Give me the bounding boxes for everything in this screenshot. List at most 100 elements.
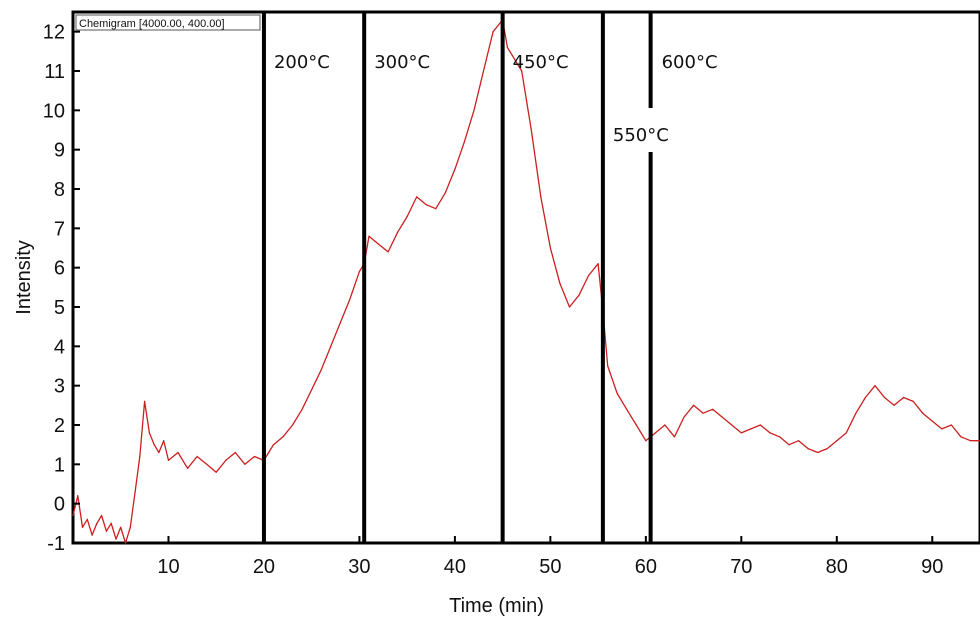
data-point bbox=[163, 440, 165, 442]
y-tick-label: 9 bbox=[54, 140, 65, 162]
data-point bbox=[549, 247, 552, 249]
data-point bbox=[521, 70, 523, 72]
y-tick-label: 5 bbox=[54, 297, 65, 319]
data-point bbox=[492, 31, 494, 33]
data-point bbox=[377, 243, 380, 245]
data-point bbox=[740, 432, 742, 434]
data-point bbox=[196, 455, 198, 458]
data-point bbox=[721, 416, 723, 418]
data-point bbox=[292, 424, 294, 426]
x-tick-label: 60 bbox=[635, 556, 657, 578]
data-point bbox=[855, 412, 857, 414]
data-point bbox=[788, 444, 790, 446]
data-point bbox=[635, 424, 637, 426]
temperature-marker-label: 600°C bbox=[662, 52, 718, 73]
data-point bbox=[72, 514, 74, 517]
data-point bbox=[597, 263, 599, 265]
plot-frame bbox=[71, 10, 980, 545]
data-point bbox=[115, 538, 117, 540]
data-point bbox=[124, 542, 127, 544]
y-tick-label: -1 bbox=[47, 533, 65, 555]
data-point bbox=[425, 204, 427, 206]
x-tick-label: 90 bbox=[921, 556, 943, 578]
data-point bbox=[798, 440, 800, 442]
data-point bbox=[903, 396, 905, 399]
x-tick-label: 30 bbox=[348, 556, 370, 578]
data-point bbox=[616, 392, 618, 395]
data-point bbox=[454, 168, 456, 170]
data-point bbox=[559, 282, 561, 284]
data-point bbox=[215, 471, 217, 473]
data-point bbox=[86, 518, 88, 521]
y-tick-label: 8 bbox=[54, 179, 65, 201]
data-point bbox=[683, 416, 685, 418]
y-tick-label: 6 bbox=[54, 258, 65, 280]
plot-area-border bbox=[71, 10, 980, 545]
data-point bbox=[81, 526, 84, 528]
data-point bbox=[397, 231, 399, 233]
data-point bbox=[206, 463, 208, 465]
data-point bbox=[139, 455, 141, 458]
data-point bbox=[167, 459, 170, 461]
data-point bbox=[588, 274, 590, 277]
data-point bbox=[712, 408, 714, 410]
temperature-marker-label: 300°C bbox=[374, 52, 430, 73]
data-point bbox=[654, 432, 657, 434]
data-point bbox=[702, 412, 704, 414]
data-point bbox=[511, 54, 513, 56]
data-point bbox=[368, 235, 370, 237]
data-point bbox=[148, 432, 150, 434]
data-point bbox=[349, 298, 351, 300]
y-tick-label: 3 bbox=[54, 376, 65, 398]
data-point bbox=[568, 306, 571, 308]
data-point bbox=[807, 448, 809, 450]
intensity-series-line bbox=[72, 19, 980, 544]
y-tick-label: 11 bbox=[44, 61, 65, 83]
temperature-marker-label: 200°C bbox=[274, 52, 330, 73]
data-point bbox=[225, 459, 227, 461]
temperature-marker-label: 550°C bbox=[613, 125, 669, 146]
data-point bbox=[444, 192, 446, 194]
data-point bbox=[759, 424, 762, 426]
data-point bbox=[893, 404, 895, 406]
data-point bbox=[826, 448, 828, 450]
data-point bbox=[358, 271, 360, 273]
data-point bbox=[506, 46, 508, 49]
data-point bbox=[253, 455, 255, 458]
data-point bbox=[268, 451, 270, 454]
chart-legend: Chemigram [4000.00, 400.00] bbox=[75, 14, 261, 31]
data-point bbox=[845, 432, 847, 434]
data-point bbox=[931, 420, 933, 422]
x-axis-title: Time (min) bbox=[449, 595, 544, 617]
y-axis-title: Intensity bbox=[13, 240, 35, 314]
y-tick-label: 2 bbox=[54, 415, 65, 437]
data-point bbox=[864, 396, 867, 399]
data-point bbox=[540, 196, 542, 198]
data-point bbox=[693, 404, 695, 406]
data-point bbox=[836, 440, 838, 442]
data-point bbox=[874, 385, 876, 387]
temperature-marker-label: 450°C bbox=[513, 52, 569, 73]
data-point bbox=[969, 440, 972, 442]
data-point bbox=[282, 436, 284, 438]
data-point bbox=[645, 440, 647, 442]
data-point bbox=[144, 400, 146, 402]
x-tick-label: 50 bbox=[539, 556, 561, 578]
data-point bbox=[105, 530, 107, 532]
data-point bbox=[110, 522, 112, 524]
y-tick-label: 10 bbox=[43, 100, 65, 122]
data-point bbox=[463, 141, 465, 143]
y-tick-label: 0 bbox=[54, 494, 65, 516]
data-point bbox=[339, 322, 341, 324]
y-tick-label: 7 bbox=[54, 218, 65, 240]
data-point bbox=[731, 424, 733, 426]
data-point bbox=[435, 208, 437, 210]
data-point bbox=[664, 424, 666, 426]
x-tick-label: 80 bbox=[826, 556, 848, 578]
data-point bbox=[129, 526, 131, 528]
data-point bbox=[187, 467, 189, 469]
data-point bbox=[301, 408, 303, 410]
x-tick-label: 70 bbox=[730, 556, 752, 578]
legend-box-outline bbox=[75, 14, 261, 31]
